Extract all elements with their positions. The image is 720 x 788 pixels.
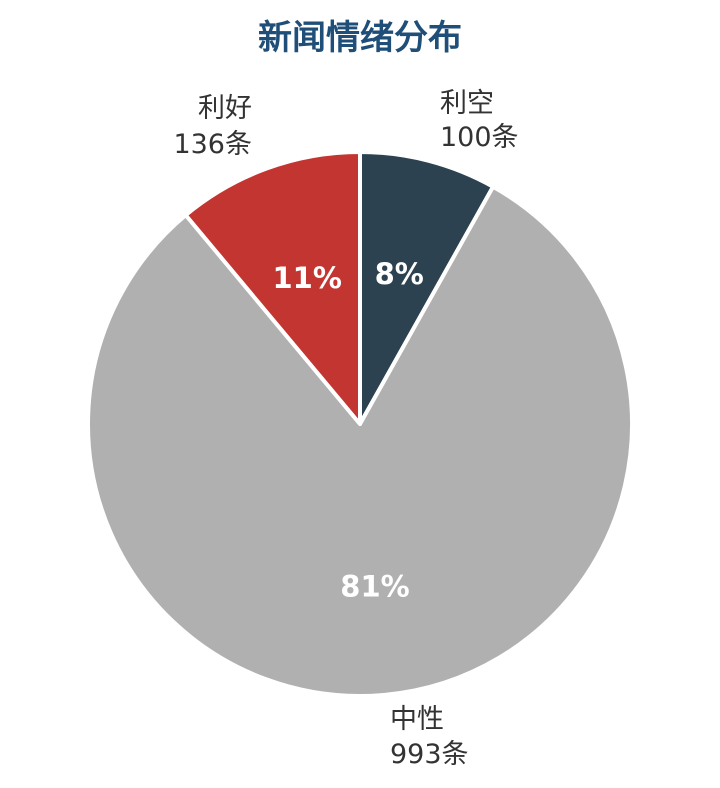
pie-slice [358, 150, 496, 426]
slice-percent-label: 8% [375, 257, 424, 291]
pie-slice [86, 184, 634, 698]
slice-label-count: 136条 [173, 129, 252, 160]
slice-label-name: 利好 [198, 93, 252, 124]
slice-label-name: 中性 [390, 704, 444, 735]
chart-title: 新闻情绪分布 [258, 18, 462, 58]
slice-percent-label: 11% [272, 261, 341, 295]
slice-percent-label: 81% [340, 570, 409, 604]
slice-label-name: 利空 [440, 88, 494, 119]
slice-label-count: 100条 [440, 122, 519, 153]
slice-label-count: 993条 [390, 739, 469, 770]
pie-slice [183, 150, 362, 426]
